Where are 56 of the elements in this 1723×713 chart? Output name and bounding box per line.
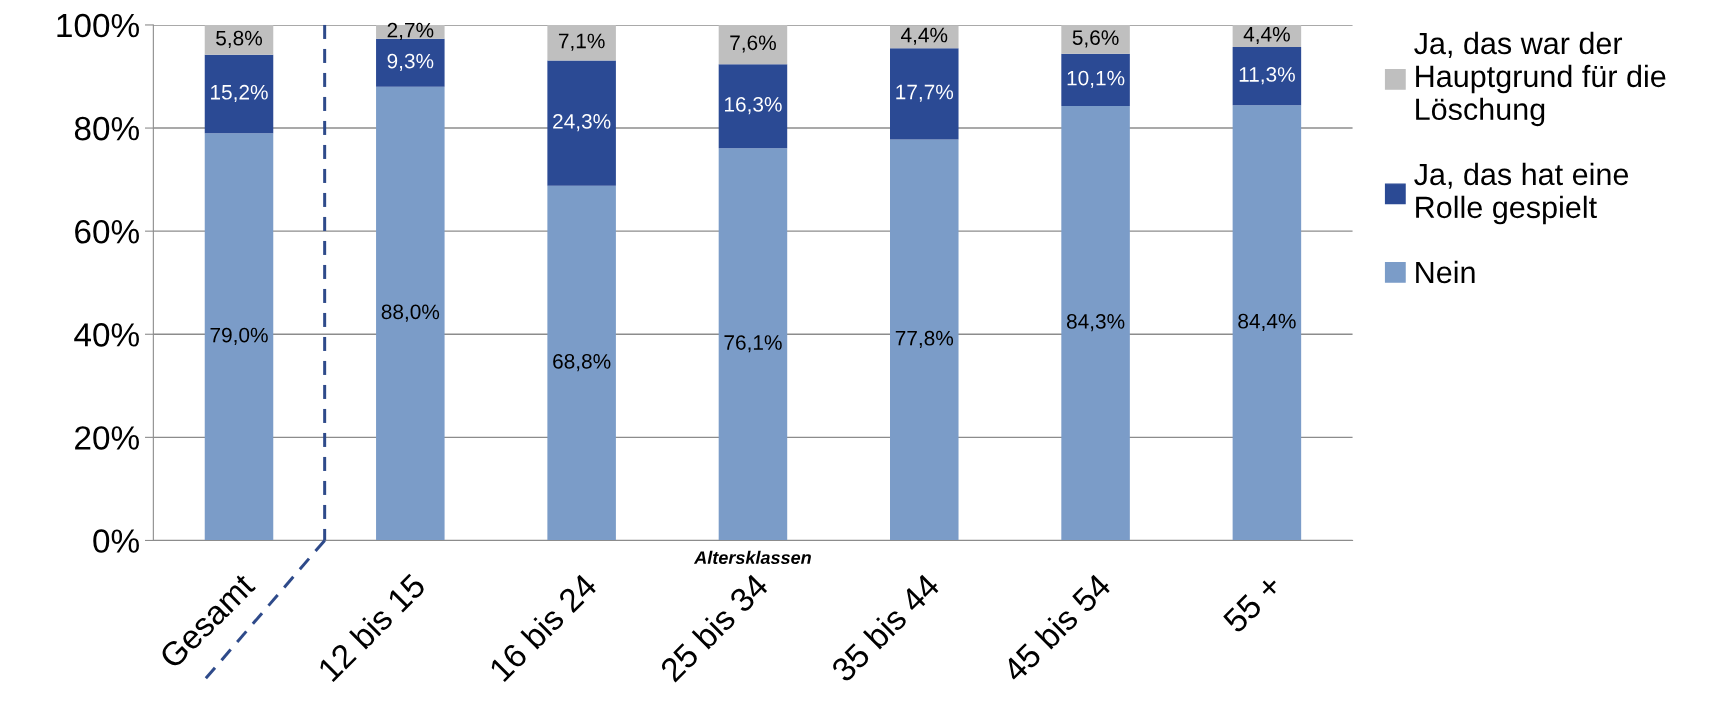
bar xyxy=(547,24,616,61)
data-label: 84,4% xyxy=(1238,313,1296,331)
x-tick-label: 35 bis 44 xyxy=(829,571,941,684)
data-label: 76,1% xyxy=(724,335,782,353)
data-label: 68,8% xyxy=(553,353,611,372)
bar xyxy=(204,133,274,541)
bar xyxy=(1232,105,1302,541)
bar xyxy=(204,54,274,134)
legend-label: Nein xyxy=(1416,260,1475,284)
data-label: 5,8% xyxy=(216,30,263,48)
legend-label: Ja, das hat eine Rolle gespielt xyxy=(1414,162,1629,225)
x-tick-label: 55 + xyxy=(1222,573,1284,634)
data-label: 84,3% xyxy=(1066,314,1125,332)
data-label: 79,0% xyxy=(210,327,268,345)
y-tick-label: 80% xyxy=(74,116,139,141)
x-tick-label: 16 bis 24 xyxy=(487,571,599,683)
data-label: 11,3% xyxy=(1239,67,1295,85)
bar xyxy=(718,148,788,541)
data-label: 16,3% xyxy=(725,96,782,115)
bar xyxy=(1061,105,1130,541)
bar xyxy=(1232,47,1302,106)
data-label: 10,1% xyxy=(1067,70,1125,88)
data-label: 7,1% xyxy=(558,33,605,51)
bar xyxy=(1061,53,1130,106)
y-tick-label: 60% xyxy=(75,219,139,244)
bar xyxy=(547,185,616,541)
bar xyxy=(718,24,788,65)
bar xyxy=(204,24,274,55)
data-label: 7,6% xyxy=(730,35,776,53)
bar xyxy=(376,38,445,87)
data-label: 2,7% xyxy=(387,22,434,40)
data-label: 24,3% xyxy=(553,114,611,132)
y-tick-label: 100% xyxy=(57,13,139,38)
x-axis-title: Altersklassen xyxy=(693,550,811,565)
data-label: 17,7% xyxy=(896,84,954,102)
bar xyxy=(1061,24,1130,54)
bar xyxy=(890,48,959,140)
y-tick-label: 0% xyxy=(93,529,139,553)
bar xyxy=(376,86,445,541)
x-tick-label: 25 bis 34 xyxy=(658,571,770,683)
data-label: 4,4% xyxy=(1243,26,1290,45)
data-label: 77,8% xyxy=(895,330,954,348)
bar xyxy=(718,64,788,149)
data-label: 5,6% xyxy=(1072,30,1119,48)
data-label: 88,0% xyxy=(381,304,440,322)
data-label: 15,2% xyxy=(211,84,268,103)
legend-label: Ja, das war der Hauptgrund für die Löschung xyxy=(1414,31,1666,127)
bar xyxy=(890,139,959,541)
x-tick-label: 12 bis 15 xyxy=(316,571,427,683)
bar xyxy=(547,60,616,186)
y-tick-label: 20% xyxy=(75,426,139,450)
data-label: 4,4% xyxy=(901,27,948,45)
x-tick-label: 45 bis 54 xyxy=(1000,571,1113,684)
data-label: 9,3% xyxy=(387,53,434,71)
bar xyxy=(890,25,959,49)
y-tick-label: 40% xyxy=(74,323,139,347)
